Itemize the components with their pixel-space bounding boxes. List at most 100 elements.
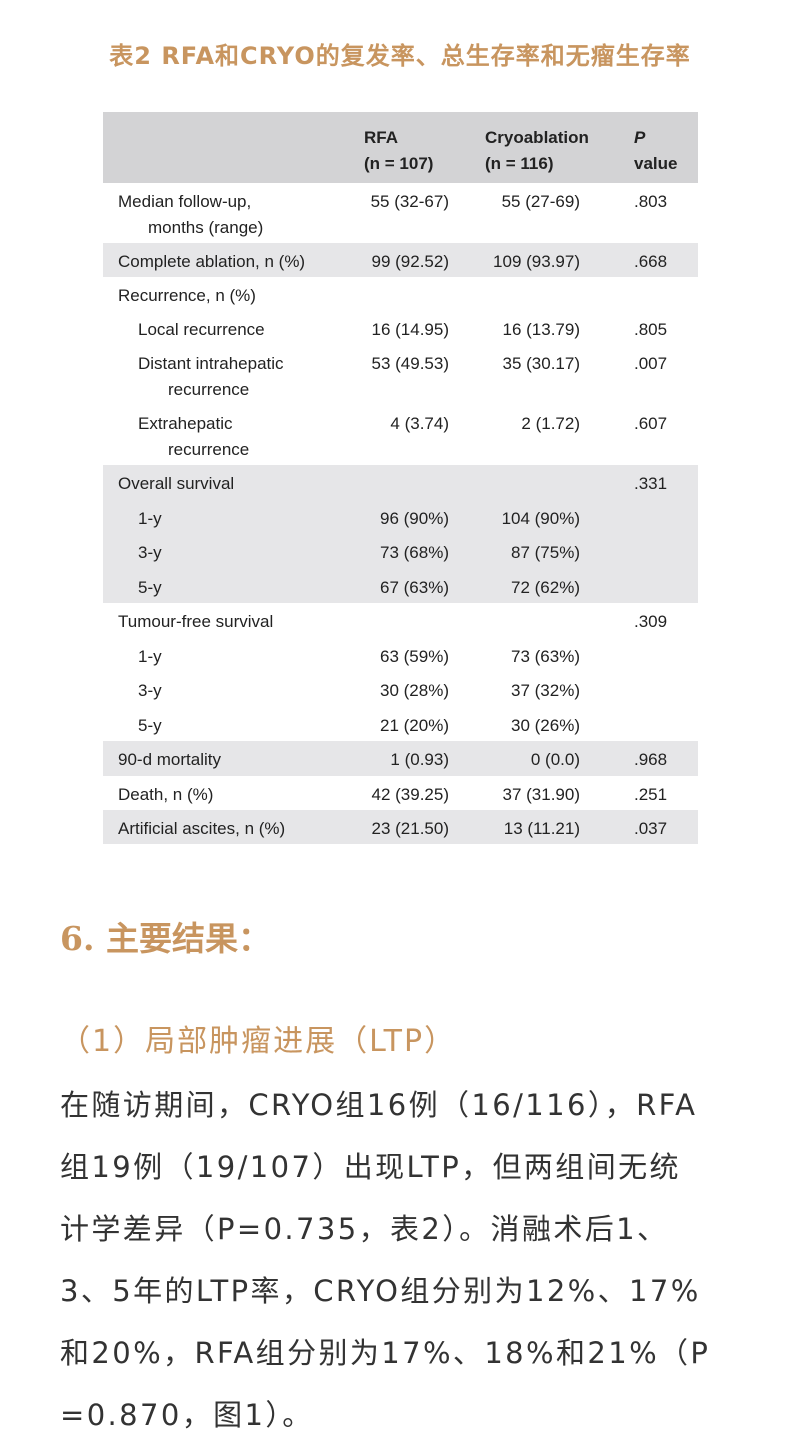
row-label: Overall survival (118, 471, 348, 497)
cell-p-value: .007 (634, 354, 668, 373)
cell-cryo: 0 (0.0) (530, 750, 580, 769)
row-label: Median follow-up, months (range) (118, 189, 348, 241)
row-label: 3-y (138, 678, 368, 704)
row-label-continuation: recurrence (168, 440, 250, 459)
table-row: 5-y 21 (20%) 30 (26%) (103, 707, 698, 742)
cell-rfa: 30 (28%) (380, 681, 449, 700)
row-label-text: 5-y (138, 715, 162, 735)
cell-cryo: 87 (75%) (511, 543, 580, 562)
cell-cryo: 16 (13.79) (502, 320, 581, 339)
body-line: 在随访期间，CRYO组16例（16/116），RFA (60, 1088, 698, 1122)
table-row: Recurrence, n (%) (103, 277, 698, 311)
row-label-text: Distant intrahepatic (138, 354, 284, 373)
cell-rfa: 96 (90%) (380, 508, 449, 528)
table-row: Median follow-up, months (range) 55 (32-67… (103, 183, 698, 243)
cell-rfa: 4 (3.74) (390, 414, 449, 433)
table-body: Median follow-up, months (range) 55 (32-67… (103, 183, 698, 844)
row-label: Tumour-free survival (118, 609, 348, 635)
table-row: Extrahepatic recurrence 4 (3.74) 2 (1.72) .6… (103, 405, 698, 465)
cell-cryo: 2 (1.72) (521, 414, 580, 433)
header-p-value: value (634, 154, 678, 173)
cell-p-value: .805 (634, 320, 668, 339)
header-cryo-label: Cryoablation (485, 128, 589, 147)
row-label-text: Death, n (%) (118, 785, 214, 804)
cell-cryo: 73 (63%) (511, 646, 580, 666)
row-label-text: Overall survival (118, 474, 235, 493)
cell-p-value: .607 (634, 414, 668, 433)
table-row: 90-d mortality 1 (0.93) 0 (0.0) .968 (103, 741, 698, 776)
row-label: Death, n (%) (118, 782, 348, 808)
table-row: 3-y 30 (28%) 37 (32%) (103, 672, 698, 707)
row-label-text: 3-y (138, 681, 162, 700)
row-label: 5-y (138, 575, 368, 601)
cell-rfa: 21 (20%) (380, 715, 449, 735)
table-row: Distant intrahepatic recurrence 53 (49.53)… (103, 345, 698, 405)
header-rfa-label: RFA (364, 128, 398, 147)
table-row: Complete ablation, n (%) 99 (92.52) 109 (9… (103, 243, 698, 277)
cell-p-value: .331 (634, 474, 668, 493)
cell-cryo: 55 (27-69) (501, 192, 580, 211)
cell-rfa: 73 (68%) (380, 543, 449, 562)
cell-rfa: 67 (63%) (380, 577, 449, 597)
row-label: 1-y (138, 644, 368, 670)
table-row: Artificial ascites, n (%) 23 (21.50) 13 (1… (103, 810, 698, 844)
header-p-label: P (634, 128, 646, 147)
row-label: 1-y (138, 506, 368, 532)
row-label-text: Tumour-free survival (118, 612, 274, 631)
section-heading: 6. 主要结果： (60, 919, 271, 958)
cell-rfa: 42 (39.25) (371, 785, 450, 804)
cell-cryo: 35 (30.17) (502, 354, 581, 373)
row-label-continuation: recurrence (168, 380, 250, 399)
table-row: Overall survival .331 (103, 465, 698, 500)
cell-p-value: .309 (634, 612, 668, 631)
body-line: 组19例（19/107）出现LTP，但两组间无统 (60, 1150, 681, 1184)
table-row: Death, n (%) 42 (39.25) 37 (31.90) .251 (103, 776, 698, 810)
cell-cryo: 37 (31.90) (502, 785, 581, 804)
row-label-text: Recurrence, n (%) (118, 286, 256, 305)
cell-cryo: 72 (62%) (511, 577, 580, 597)
row-label: Complete ablation, n (%) (118, 249, 348, 275)
row-label-text: Artificial ascites, n (%) (118, 819, 286, 838)
row-label: 90-d mortality (118, 747, 348, 773)
row-label-text: Median follow-up, (118, 192, 252, 211)
row-label: Artificial ascites, n (%) (118, 816, 348, 842)
row-label: Recurrence, n (%) (118, 283, 348, 309)
row-label-text: 1-y (138, 508, 162, 528)
row-label: Local recurrence (138, 317, 368, 343)
cell-p-value: .968 (634, 750, 668, 769)
header-cryo: Cryoablation (n = 116) (485, 125, 589, 177)
body-line: =0.870，图1）。 (60, 1398, 314, 1432)
cell-rfa: 1 (0.93) (390, 750, 449, 769)
cell-rfa: 99 (92.52) (371, 252, 450, 271)
table-row: 5-y 67 (63%) 72 (62%) (103, 568, 698, 603)
row-label: Extrahepatic recurrence (138, 411, 368, 463)
row-label-text: Complete ablation, n (%) (118, 252, 306, 271)
row-label: 3-y (138, 540, 368, 566)
row-label-continuation: months (range) (148, 218, 264, 237)
cell-cryo: 13 (11.21) (503, 819, 580, 838)
row-label-text: Extrahepatic (138, 414, 233, 433)
cell-p-value: .037 (634, 819, 668, 838)
cell-rfa: 23 (21.50) (371, 819, 450, 838)
row-label-text: 5-y (138, 577, 162, 597)
cell-rfa: 53 (49.53) (371, 354, 450, 373)
row-label-text: Local recurrence (138, 320, 265, 339)
body-line: 3、5年的LTP率，CRYO组分别为12%、17% (60, 1274, 701, 1308)
row-label-text: 90-d mortality (118, 750, 221, 769)
header-rfa: RFA (n = 107) (364, 125, 433, 177)
table-row: Tumour-free survival .309 (103, 603, 698, 638)
table-row: 3-y 73 (68%) 87 (75%) (103, 534, 698, 569)
table-row: 1-y 96 (90%) 104 (90%) (103, 499, 698, 534)
cell-p-value: .251 (634, 785, 668, 804)
row-label: Distant intrahepatic recurrence (138, 351, 368, 403)
body-paragraph: 在随访期间，CRYO组16例（16/116），RFA 组19例（19/107）出现… (60, 1074, 760, 1446)
body-line: 和20%，RFA组分别为17%、18%和21%（P (60, 1336, 711, 1370)
cell-p-value: .668 (634, 252, 668, 271)
row-label: 5-y (138, 713, 368, 739)
cell-cryo: 30 (26%) (511, 715, 580, 735)
table-row: 1-y 63 (59%) 73 (63%) (103, 638, 698, 673)
subheading: （1）局部肿瘤进展（LTP） (60, 1024, 457, 1059)
table-title: 表2 RFA和CRYO的复发率、总生存率和无瘤生存率 (109, 42, 691, 70)
